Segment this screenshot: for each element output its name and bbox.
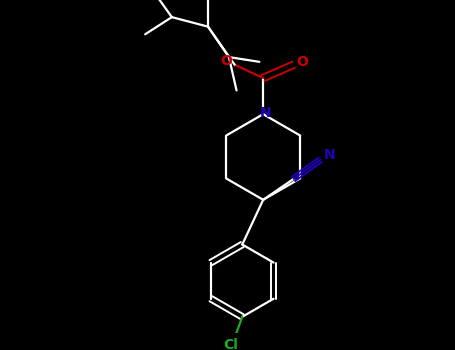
- Text: Cl: Cl: [223, 338, 238, 350]
- Text: O: O: [220, 54, 232, 68]
- Text: N: N: [324, 148, 336, 162]
- Text: O: O: [296, 55, 308, 69]
- Text: N: N: [259, 106, 271, 120]
